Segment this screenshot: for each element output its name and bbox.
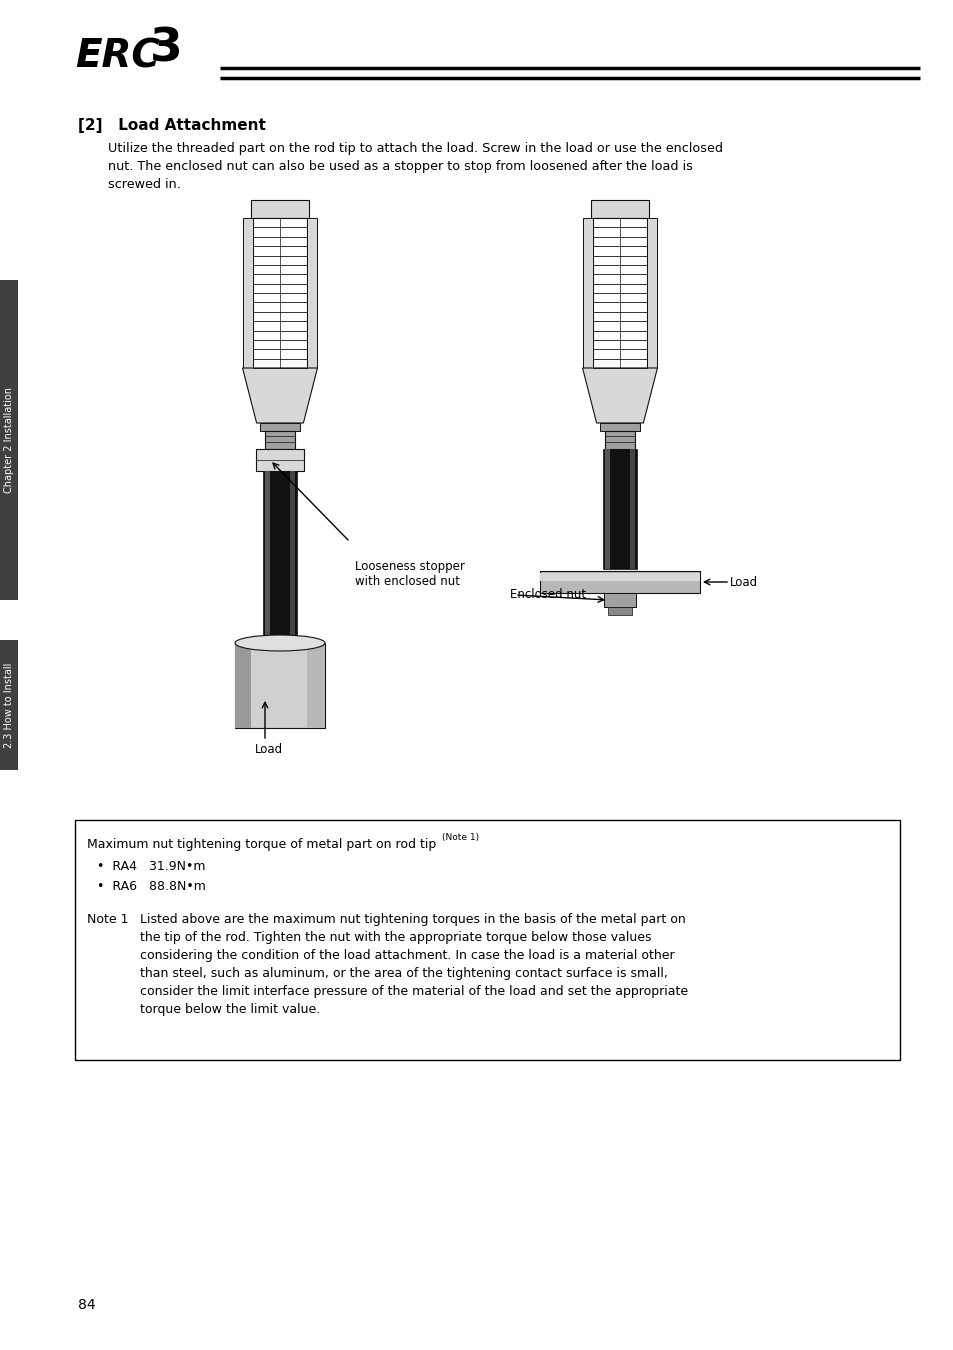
Bar xyxy=(242,217,253,369)
Text: 3: 3 xyxy=(150,26,183,72)
Bar xyxy=(307,643,325,728)
Bar xyxy=(602,450,637,568)
Ellipse shape xyxy=(234,634,325,651)
Bar xyxy=(0,279,18,599)
Bar xyxy=(629,450,635,568)
Text: Chapter 2 Installation: Chapter 2 Installation xyxy=(4,387,14,493)
Text: •  RA6   88.8N•m: • RA6 88.8N•m xyxy=(97,880,206,892)
Bar xyxy=(539,571,700,593)
Bar xyxy=(591,200,648,217)
Bar xyxy=(539,574,700,580)
Text: Note 1: Note 1 xyxy=(87,913,129,926)
Bar xyxy=(603,593,636,608)
Bar xyxy=(265,471,270,641)
Polygon shape xyxy=(242,369,317,423)
Bar xyxy=(75,819,899,1060)
Bar xyxy=(234,643,251,728)
Bar xyxy=(307,217,317,369)
Text: [2]   Load Attachment: [2] Load Attachment xyxy=(78,117,266,134)
Bar xyxy=(593,217,646,369)
Text: Maximum nut tightening torque of metal part on rod tip: Maximum nut tightening torque of metal p… xyxy=(87,838,436,850)
Bar xyxy=(265,431,294,450)
Bar xyxy=(290,471,294,641)
Bar xyxy=(253,217,307,369)
Text: 2.3 How to Install: 2.3 How to Install xyxy=(4,663,14,748)
Bar xyxy=(604,450,609,568)
Text: Listed above are the maximum nut tightening torques in the basis of the metal pa: Listed above are the maximum nut tighten… xyxy=(140,913,687,1017)
Text: Utilize the threaded part on the rod tip to attach the load. Screw in the load o: Utilize the threaded part on the rod tip… xyxy=(108,142,722,190)
Text: Load: Load xyxy=(254,743,283,756)
Text: 84: 84 xyxy=(78,1297,95,1312)
Text: Looseness stopper
with enclosed nut: Looseness stopper with enclosed nut xyxy=(355,560,464,589)
Bar xyxy=(604,431,635,450)
Bar xyxy=(255,450,304,471)
Bar xyxy=(252,200,308,217)
Bar xyxy=(646,217,657,369)
Text: ERC: ERC xyxy=(75,36,160,76)
Bar xyxy=(582,217,593,369)
Bar xyxy=(263,471,296,641)
Bar xyxy=(0,640,18,770)
Bar xyxy=(234,643,325,728)
Bar xyxy=(607,608,631,616)
Bar xyxy=(260,423,299,431)
Bar xyxy=(599,423,639,431)
Text: Enclosed nut: Enclosed nut xyxy=(510,589,585,602)
Polygon shape xyxy=(582,369,657,423)
Text: Load: Load xyxy=(729,575,758,589)
Text: •  RA4   31.9N•m: • RA4 31.9N•m xyxy=(97,860,205,873)
Text: (Note 1): (Note 1) xyxy=(441,833,478,842)
